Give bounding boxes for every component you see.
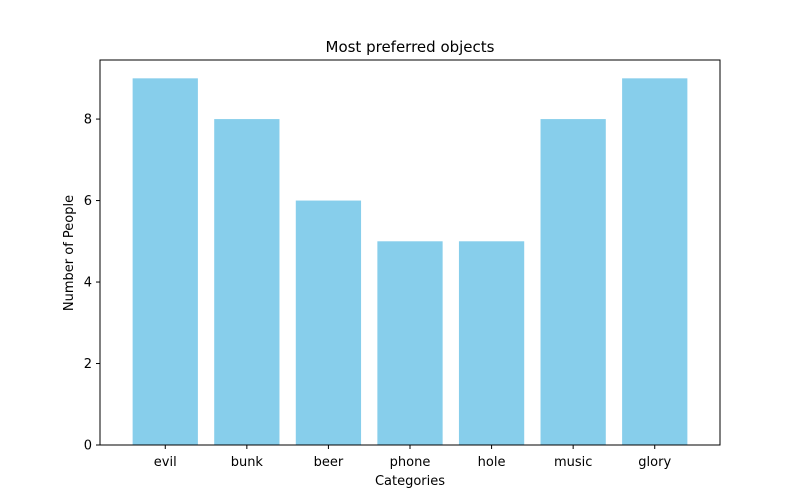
y-axis-ticks: 0 2 4 6 8 (84, 113, 100, 454)
plot-area: evil bunk beer phone hole music glory 0 2 4 6 8 (84, 59, 721, 470)
bar-evil (132, 78, 198, 445)
x-axis-ticks: evil bunk beer phone hole music glory (154, 445, 671, 470)
y-tick-label: 2 (84, 357, 92, 372)
x-tick-label: bunk (231, 455, 264, 470)
x-tick-label: hole (478, 455, 506, 470)
x-tick-label: phone (390, 455, 431, 470)
bar-phone (377, 241, 443, 445)
x-tick-label: beer (314, 455, 344, 470)
bar-bunk (214, 119, 280, 446)
bar-music (540, 119, 606, 446)
y-tick-label: 8 (84, 113, 92, 128)
bars (132, 78, 688, 446)
y-axis-title: Number of People (62, 195, 77, 311)
bar-glory (622, 78, 688, 445)
x-axis-title: Categories (375, 474, 445, 489)
bar-beer (295, 200, 362, 445)
x-tick-label: evil (154, 455, 177, 470)
x-tick-label: music (554, 455, 592, 470)
y-tick-label: 4 (84, 276, 92, 291)
bar-hole (458, 241, 525, 445)
y-tick-label: 0 (84, 439, 92, 454)
x-tick-label: glory (638, 455, 671, 470)
y-tick-label: 6 (84, 194, 92, 209)
chart-title: Most preferred objects (326, 38, 495, 56)
